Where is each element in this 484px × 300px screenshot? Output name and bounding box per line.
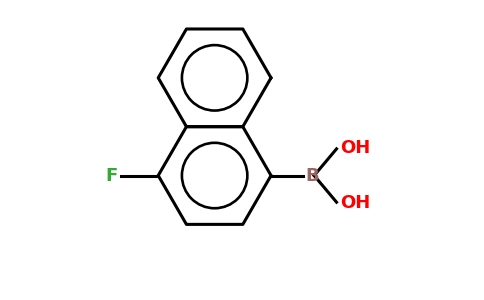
Text: OH: OH (340, 194, 370, 212)
Text: OH: OH (340, 139, 370, 157)
Text: B: B (306, 167, 319, 184)
Text: F: F (106, 167, 118, 184)
